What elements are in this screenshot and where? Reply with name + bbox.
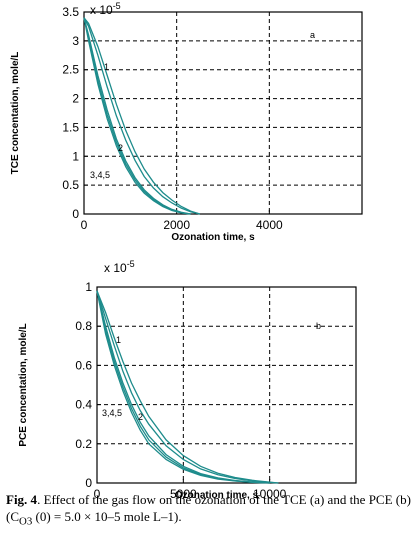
y-exponent-power: -5 [113,1,121,11]
x-axis-label: Ozonation time, s [171,232,255,243]
series-line-5 [96,290,270,484]
caption-text: . Effect of the gas flow on the ozonatio… [6,492,411,524]
y-tick-label: 2.5 [62,63,79,77]
curve-label: 3,4,5 [102,408,122,418]
y-tick-label: 2 [72,92,79,106]
series-line-1 [96,290,279,484]
x-tick-label: 0 [94,487,101,501]
y-tick-label: 0.5 [62,178,79,192]
caption-subscript: O3 [19,515,33,528]
chart-panel-b: 0 5000 10000 0 0.2 0.4 0.6 0.8 1 x 10-5 b Ozonation… [18,259,357,501]
x-tick-label: 5000 [170,487,197,501]
curve-label: 2 [138,412,143,422]
y-tick-label: 0.4 [75,398,92,412]
curve-label: 1 [104,62,109,72]
y-tick-label: 0 [85,476,92,490]
x-tick-label: 10000 [253,487,287,501]
y-exponent-label: x 10-5 [104,259,135,275]
y-exponent-power: -5 [127,259,135,269]
y-exponent-label: x 10-5 [90,1,121,17]
y-tick-label: 0 [72,207,79,221]
panel-label: b [316,321,321,331]
chart-panel-a: 0 2000 4000 0 0.5 1 1.5 2 2.5 3 3.5 x 10-5 a Ozonatio… [10,1,363,243]
y-tick-label: 0.2 [75,437,92,451]
y-tick-label: 1.5 [62,120,79,134]
series-line-2 [96,290,279,484]
plot-frame [96,286,357,484]
panel-label: a [310,30,315,40]
curve-label: 3,4,5 [90,170,110,180]
curve-label: 1 [116,335,121,345]
plot-frame [83,11,363,215]
x-tick-label: 2000 [163,218,190,232]
curve-label: 2 [118,143,123,153]
y-tick-label: 1 [85,280,92,294]
y-tick-label: 1 [72,149,79,163]
caption-text-end: (0) = 5.0 × 10–5 mole L–1). [32,509,182,524]
x-axis-label: Ozonation time, s [175,490,259,501]
y-tick-label: 0.6 [75,358,92,372]
series-line-1 [83,17,200,215]
figure-caption: Fig. 4. Effect of the gas flow on the oz… [6,491,414,531]
y-axis-label: PCE concentation, mole/L [18,323,29,446]
caption-fig-label: Fig. 4 [6,492,38,507]
y-tick-label: 0.8 [75,319,92,333]
y-tick-label: 3 [72,34,79,48]
x-tick-label: 4000 [256,218,283,232]
y-tick-label: 3.5 [62,5,79,19]
series-line-2 [83,17,200,215]
series-line-5 [83,17,191,215]
y-axis-label: TCE concentation, mole/L [10,52,21,175]
x-tick-label: 0 [81,218,88,232]
